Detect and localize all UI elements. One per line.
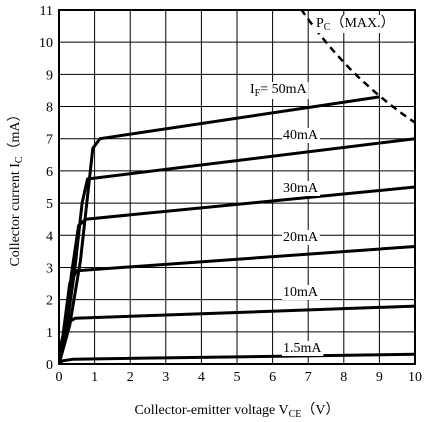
y-tick-label: 9: [46, 68, 53, 83]
y-tick-label: 6: [46, 165, 53, 180]
x-tick-label: 4: [198, 370, 205, 385]
x-tick-label: 0: [56, 370, 63, 385]
y-tick-label: 11: [40, 4, 53, 19]
series-labels: IF= 50mA 40mA 30mA 20mA 10mA 1.5mA PC（MAX.）: [249, 15, 397, 356]
svg-text:PC（MAX.）: PC（MAX.）: [316, 15, 395, 33]
y-axis-title: Collector current IC（mA）: [7, 107, 25, 266]
grid: [59, 10, 415, 364]
curves: [59, 10, 415, 364]
y-tick-label: 4: [46, 229, 53, 244]
x-tick-label: 7: [305, 370, 312, 385]
x-tick-label: 8: [340, 370, 347, 385]
y-tick-label: 0: [46, 358, 53, 373]
series-line-15mA: [59, 352, 415, 364]
y-tick-labels: 0 1 2 3 4 5 6 7 8 9 10 11: [39, 4, 53, 373]
series-label-text: IF= 50mA: [250, 82, 308, 99]
series-label-bg: [249, 82, 309, 99]
series-label-text: 30mA: [283, 181, 319, 196]
series-label-bg: [282, 128, 320, 143]
x-tick-label: 2: [127, 370, 134, 385]
series-label-20mA: 20mA: [282, 230, 320, 245]
series-label-bg: [282, 230, 320, 245]
series-label-bg: [282, 285, 320, 300]
x-axis-title: Collector-emitter voltage VCE（V）: [134, 402, 339, 420]
x-tick-labels: 0 1 2 3 4 5 6 7 8 9 10: [56, 370, 423, 385]
series-label-text: 40mA: [283, 128, 319, 143]
series-line-10mA: [59, 304, 415, 364]
series-label-text: 1.5mA: [283, 341, 322, 356]
plot-frame: [58, 9, 416, 365]
series-label-bg: [282, 341, 324, 356]
series-label-40mA: 40mA: [282, 128, 320, 143]
y-tick-label: 1: [46, 326, 53, 341]
pc-max-label: PC（MAX.）: [314, 15, 397, 33]
series-label-30mA: 30mA: [282, 181, 320, 196]
y-tick-label: 3: [46, 261, 53, 276]
y-tick-label: 8: [46, 101, 53, 116]
series-label-text: 10mA: [283, 285, 319, 300]
series-line-I: [59, 95, 380, 364]
y-tick-label: 7: [46, 133, 53, 148]
series-label-10mA: 10mA: [282, 285, 320, 300]
x-tick-label: 3: [162, 370, 169, 385]
y-tick-label: 10: [39, 36, 53, 51]
series-label-I: IF= 50mA: [249, 82, 309, 99]
x-tick-label: 6: [269, 370, 276, 385]
pc-max-limit-curve: [300, 10, 415, 124]
series-label-text: 20mA: [283, 230, 319, 245]
y-tick-label: 2: [46, 294, 53, 309]
series-label-bg: [282, 181, 320, 196]
x-tick-label: 10: [408, 370, 422, 385]
x-tick-label: 1: [91, 370, 98, 385]
x-tick-label: 9: [376, 370, 383, 385]
x-tick-label: 5: [234, 370, 241, 385]
y-tick-label: 5: [46, 197, 53, 212]
series-label-15mA: 1.5mA: [282, 341, 324, 356]
